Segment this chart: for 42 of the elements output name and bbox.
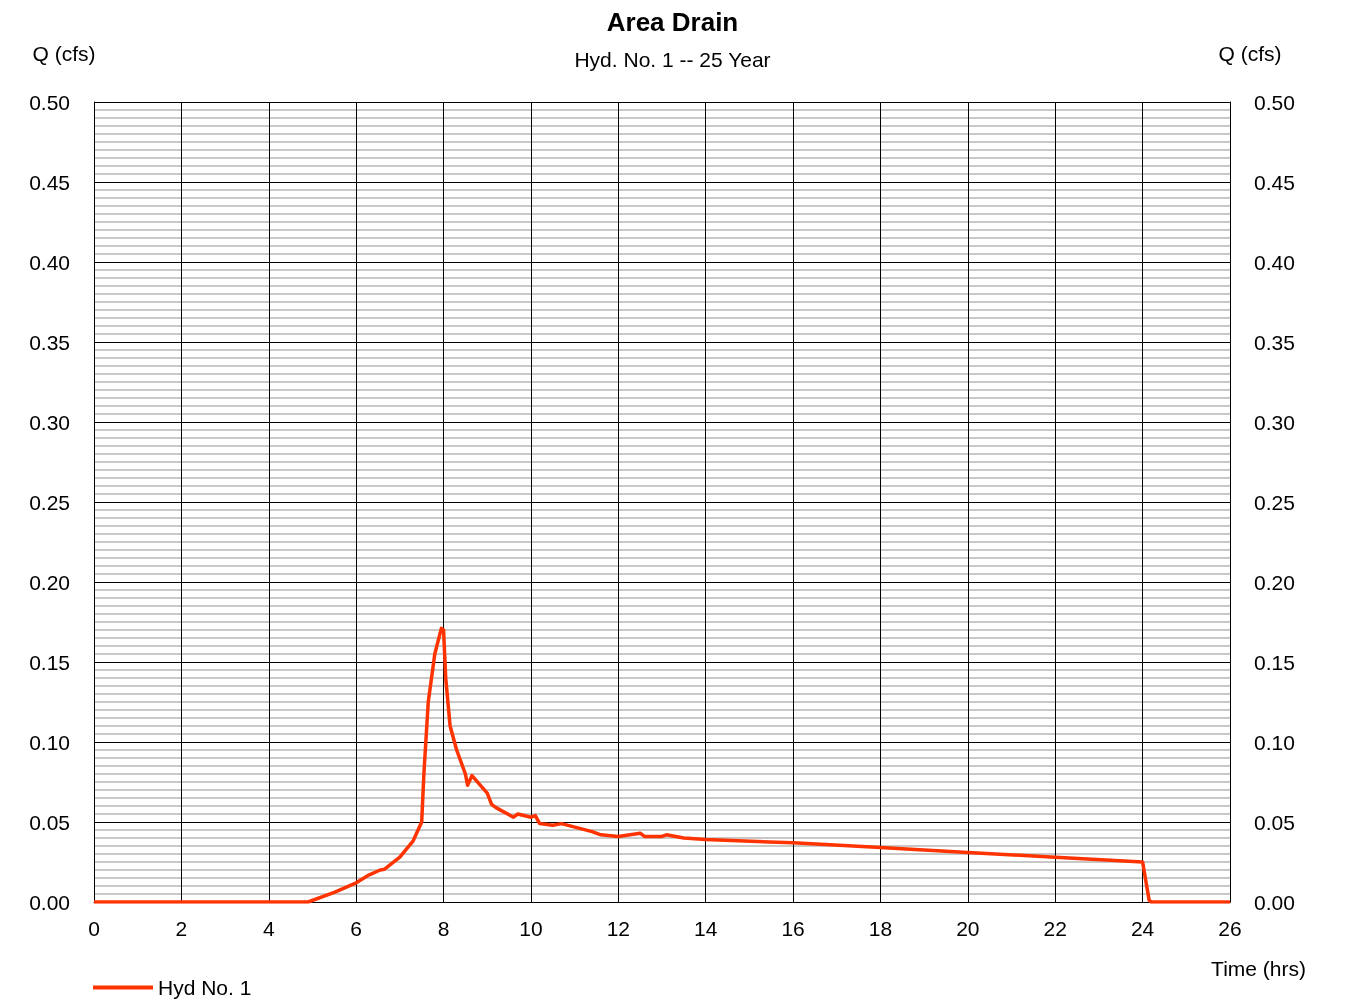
y-tick-label: 0.30 — [29, 410, 70, 434]
y2-tick-label: 0.40 — [1254, 250, 1295, 274]
y2-tick-label: 0.50 — [1254, 90, 1295, 114]
y2-tick-label: 0.05 — [1254, 810, 1295, 834]
x-tick-label: 12 — [606, 917, 630, 940]
x-tick-label: 22 — [1043, 917, 1067, 940]
x-tick-label: 16 — [781, 917, 805, 940]
y2-tick-label: 0.00 — [1254, 890, 1295, 914]
x-tick-label: 2 — [175, 917, 188, 940]
x-tick-label: 26 — [1218, 917, 1242, 940]
y2-axis-title: Q (cfs) — [1218, 42, 1282, 65]
x-tick-label: 0 — [88, 917, 100, 940]
x-tick-label: 10 — [519, 917, 543, 940]
y2-tick-label: 0.25 — [1254, 490, 1295, 514]
y-tick-label: 0.20 — [29, 570, 70, 594]
x-tick-label: 4 — [262, 917, 275, 940]
y-tick-label: 0.35 — [29, 330, 70, 354]
x-tick-label: 8 — [437, 917, 450, 940]
chart-subtitle: Hyd. No. 1 -- 25 Year — [574, 48, 771, 71]
x-tick-label: 14 — [694, 917, 718, 940]
x-axis-title: Time (hrs) — [1211, 957, 1306, 980]
y-tick-label: 0.45 — [29, 170, 70, 194]
y2-tick-label: 0.10 — [1254, 730, 1295, 754]
x-tick-label: 18 — [868, 917, 893, 940]
y-tick-label: 0.15 — [29, 650, 70, 674]
y2-tick-label: 0.35 — [1254, 330, 1295, 354]
y-tick-label: 0.10 — [29, 730, 70, 754]
y2-tick-label: 0.20 — [1254, 570, 1295, 594]
x-tick-label: 20 — [956, 917, 980, 940]
y2-tick-label: 0.15 — [1254, 650, 1295, 674]
y-tick-label: 0.05 — [29, 810, 70, 834]
y-axis-title: Q (cfs) — [32, 42, 96, 65]
y-tick-label: 0.25 — [29, 490, 70, 514]
legend-label: Hyd No. 1 — [158, 976, 252, 999]
y-tick-label: 0.00 — [29, 890, 70, 914]
y2-tick-label: 0.45 — [1254, 170, 1295, 194]
y-tick-label: 0.50 — [29, 90, 70, 114]
chart-title: Area Drain — [606, 7, 739, 37]
y-tick-label: 0.40 — [29, 250, 70, 274]
x-tick-label: 24 — [1130, 917, 1155, 940]
x-tick-label: 6 — [350, 917, 362, 940]
y2-tick-label: 0.30 — [1254, 410, 1295, 434]
